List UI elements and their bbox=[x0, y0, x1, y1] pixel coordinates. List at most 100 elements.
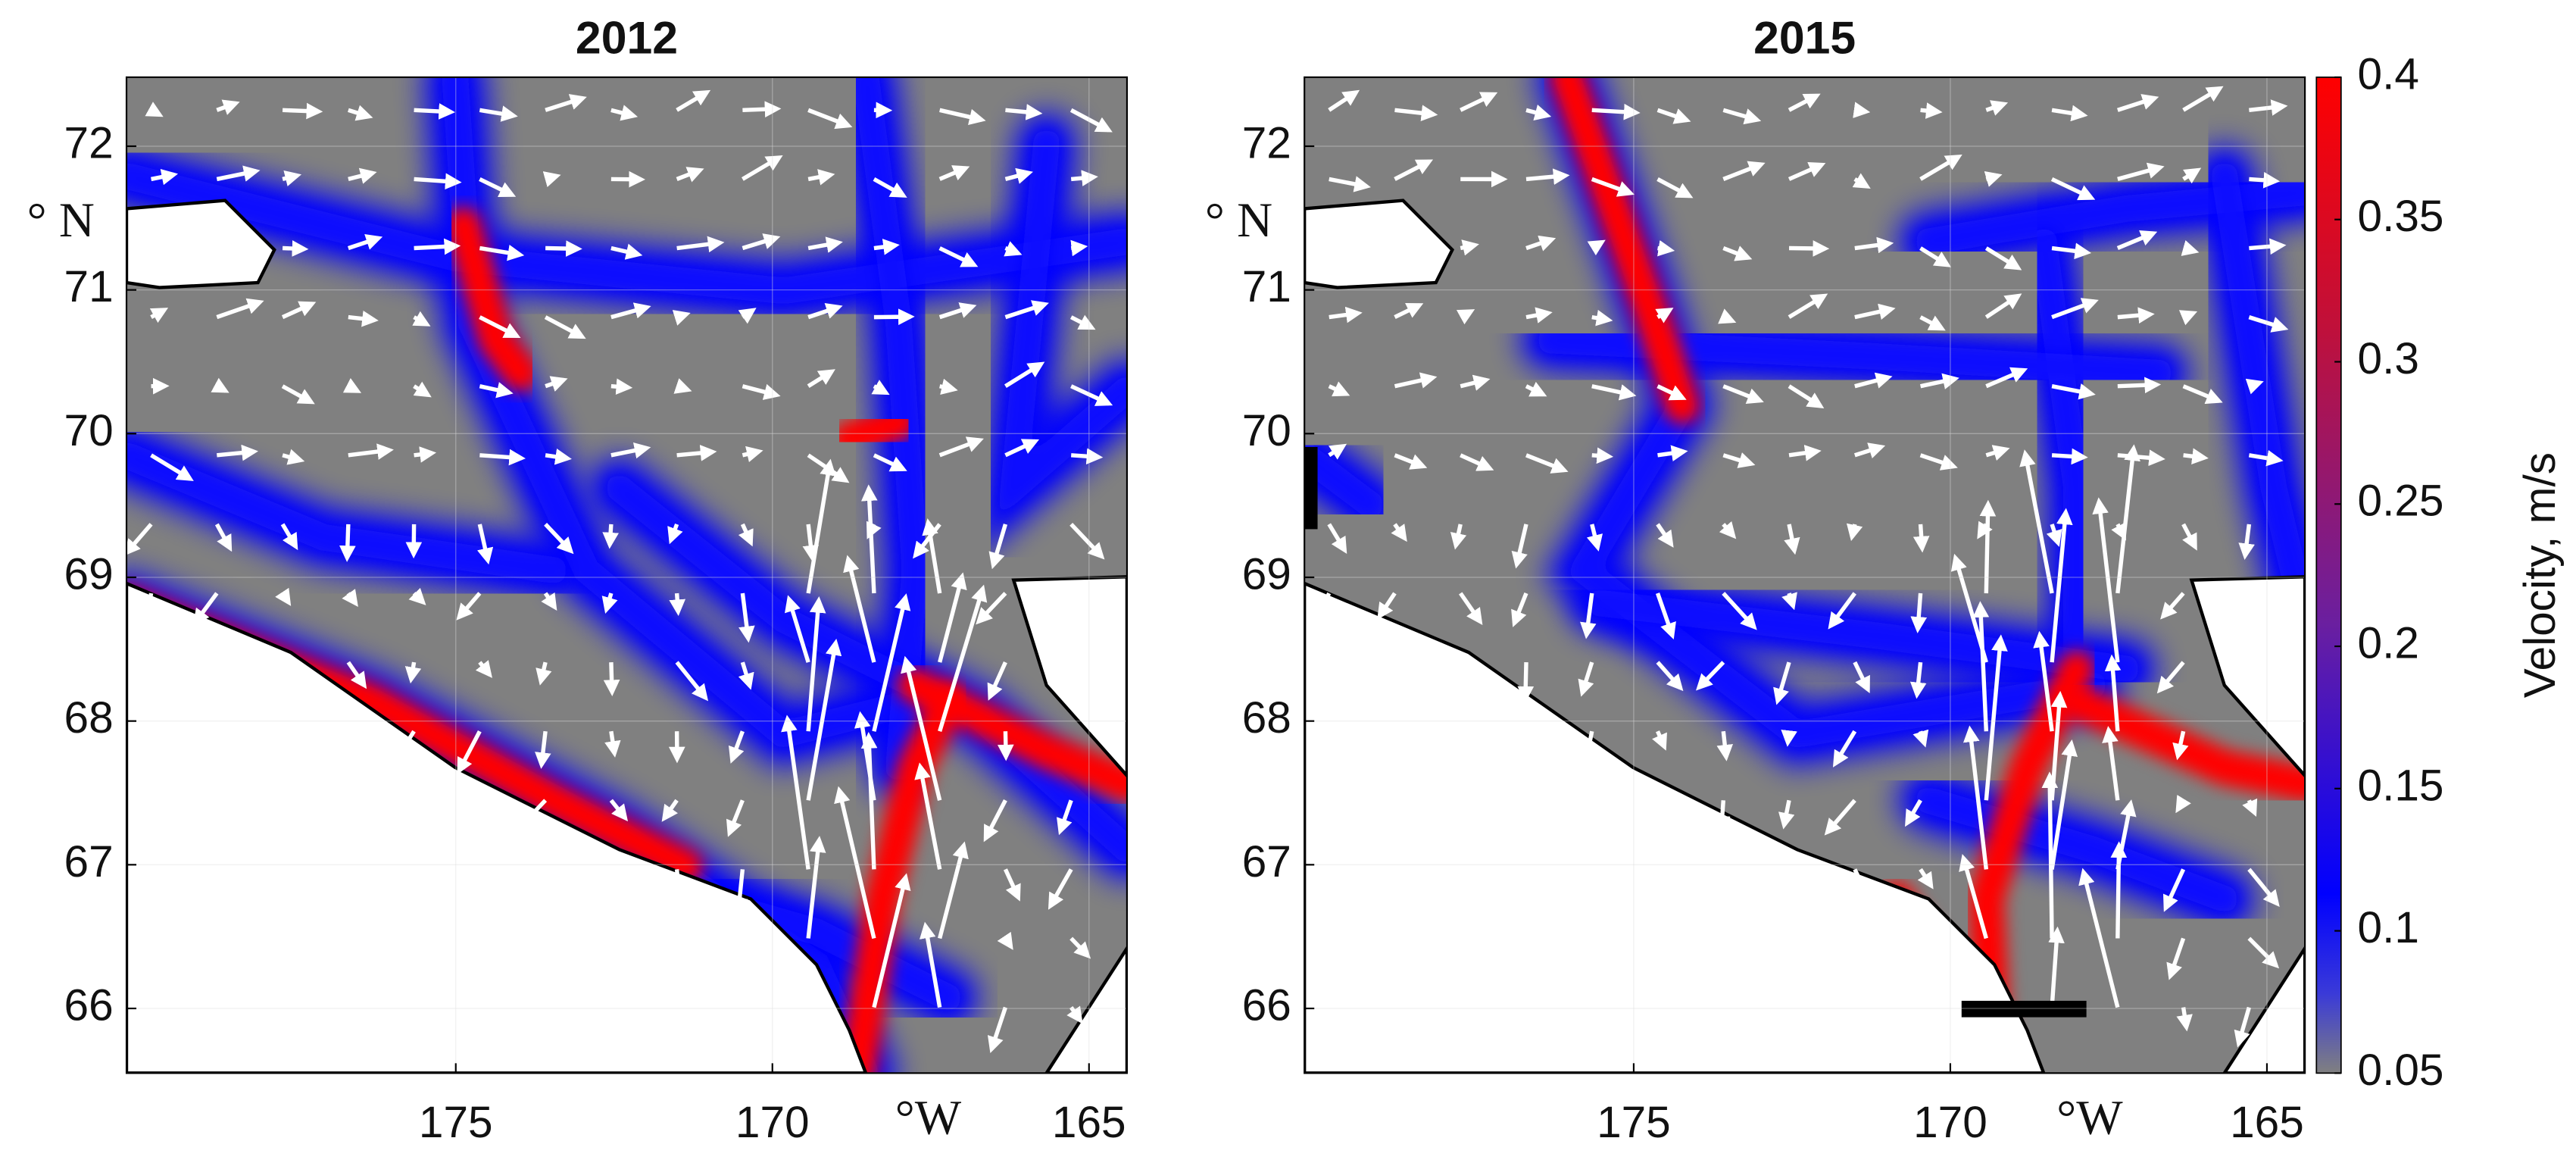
flow-arrow bbox=[609, 799, 629, 822]
flow-arrow bbox=[742, 233, 781, 251]
flow-arrow bbox=[672, 310, 691, 326]
flow-arrow bbox=[1719, 521, 1737, 539]
flow-arrow bbox=[987, 1006, 1008, 1054]
flow-arrow bbox=[1972, 601, 1990, 732]
x-tick-label: 170 bbox=[735, 1098, 810, 1147]
flow-arrow bbox=[938, 841, 969, 939]
flow-arrow bbox=[535, 730, 551, 769]
flow-arrow bbox=[1004, 439, 1040, 458]
flow-arrow bbox=[456, 592, 482, 621]
flow-arrow bbox=[1778, 799, 1795, 830]
flow-arrow bbox=[738, 592, 755, 643]
flow-arrow bbox=[1071, 448, 1104, 465]
flow-arrow bbox=[1919, 453, 1958, 471]
flow-arrow bbox=[1919, 154, 1962, 181]
flow-arrow bbox=[1912, 524, 1930, 553]
flow-arrow bbox=[987, 661, 1007, 701]
flow-arrow bbox=[145, 102, 164, 117]
flow-arrow bbox=[217, 444, 258, 461]
flow-arrow bbox=[2116, 230, 2158, 251]
flow-arrow bbox=[545, 449, 572, 465]
flow-arrow bbox=[669, 592, 686, 616]
flow-arrow bbox=[2183, 448, 2209, 464]
colorbar-tick-label: 0.1 bbox=[2358, 903, 2419, 952]
flow-arrow bbox=[544, 315, 586, 339]
flow-arrow bbox=[1854, 236, 1894, 254]
flow-arrow bbox=[1656, 177, 1694, 199]
flow-arrow bbox=[1511, 524, 1528, 569]
flow-arrow bbox=[807, 169, 835, 186]
flow-arrow bbox=[1718, 308, 1737, 324]
flow-arrow bbox=[742, 101, 782, 118]
flow-arrow bbox=[1853, 661, 1870, 694]
x-tick-label: 165 bbox=[1052, 1098, 1126, 1147]
flow-arrow bbox=[610, 243, 643, 260]
flow-arrow bbox=[676, 236, 725, 253]
y-tick-label: 68 bbox=[1242, 693, 1291, 743]
flow-arrow bbox=[938, 302, 977, 320]
flow-arrow bbox=[2117, 162, 2165, 182]
flow-arrow bbox=[414, 238, 461, 255]
flow-arrow bbox=[1587, 239, 1606, 256]
flow-arrow bbox=[151, 168, 179, 186]
flow-arrow bbox=[939, 378, 958, 395]
flow-arrow bbox=[726, 799, 745, 837]
flow-arrow bbox=[1984, 293, 2022, 319]
current-core bbox=[897, 667, 1127, 802]
flow-arrow bbox=[676, 89, 711, 112]
flow-arrow bbox=[2050, 177, 2096, 201]
map-panel: 175 170 165 66 67 68 69 70 71 72 2012 °W ° N bbox=[27, 11, 1129, 1147]
flow-arrow bbox=[1580, 592, 1597, 639]
flow-arrow bbox=[342, 378, 362, 393]
current-core bbox=[839, 683, 966, 1074]
flow-arrow bbox=[2046, 524, 2062, 547]
flow-arrow bbox=[280, 523, 298, 551]
section-marker bbox=[1961, 1000, 2087, 1018]
flow-arrow bbox=[2247, 936, 2280, 969]
land bbox=[1044, 945, 1127, 1074]
flow-arrow bbox=[2117, 307, 2155, 324]
flow-arrow bbox=[1722, 108, 1762, 125]
axes-frame bbox=[125, 76, 1129, 1074]
flow-arrow bbox=[511, 799, 548, 836]
flow-arrow bbox=[342, 589, 358, 608]
flow-arrow bbox=[661, 799, 679, 822]
flow-arrow bbox=[139, 592, 155, 635]
flow-arrow bbox=[1591, 103, 1641, 120]
x-axis-label: °W bbox=[2056, 1090, 2123, 1145]
flow-arrow bbox=[479, 449, 526, 466]
flow-arrow bbox=[1329, 306, 1363, 324]
flow-arrow bbox=[545, 376, 568, 392]
flow-arrow bbox=[1984, 170, 2003, 187]
flow-arrow bbox=[275, 587, 292, 606]
flow-arrow bbox=[2248, 315, 2289, 333]
land bbox=[126, 199, 276, 289]
flow-arrow bbox=[2181, 240, 2200, 256]
flow-arrow bbox=[348, 167, 377, 184]
flow-arrow bbox=[939, 108, 986, 126]
flow-arrow bbox=[1525, 381, 1547, 397]
flow-arrow bbox=[1905, 799, 1922, 827]
flow-arrow bbox=[673, 378, 692, 394]
flow-arrow bbox=[1984, 634, 2008, 801]
flow-arrow bbox=[282, 170, 302, 186]
flow-arrow bbox=[1460, 239, 1479, 256]
flow-arrow bbox=[1773, 661, 1791, 705]
flow-arrow bbox=[2078, 868, 2120, 1008]
flow-arrow bbox=[1586, 524, 1603, 552]
flow-arrow bbox=[1909, 661, 1927, 699]
flow-arrow bbox=[1456, 309, 1475, 325]
flow-arrow bbox=[475, 660, 492, 678]
flow-arrow bbox=[610, 442, 651, 459]
flow-arrow bbox=[2041, 771, 2059, 939]
map-area bbox=[1304, 77, 2306, 1074]
flow-arrow bbox=[2166, 937, 2186, 980]
flow-arrow bbox=[807, 369, 835, 389]
flow-arrow bbox=[1328, 443, 1347, 460]
current-core bbox=[445, 207, 539, 392]
flow-arrow bbox=[347, 234, 383, 251]
flow-arrow bbox=[2051, 448, 2088, 465]
flow-arrow bbox=[1788, 93, 1821, 112]
flow-arrow bbox=[873, 239, 900, 255]
y-tick-label: 66 bbox=[1242, 980, 1291, 1030]
